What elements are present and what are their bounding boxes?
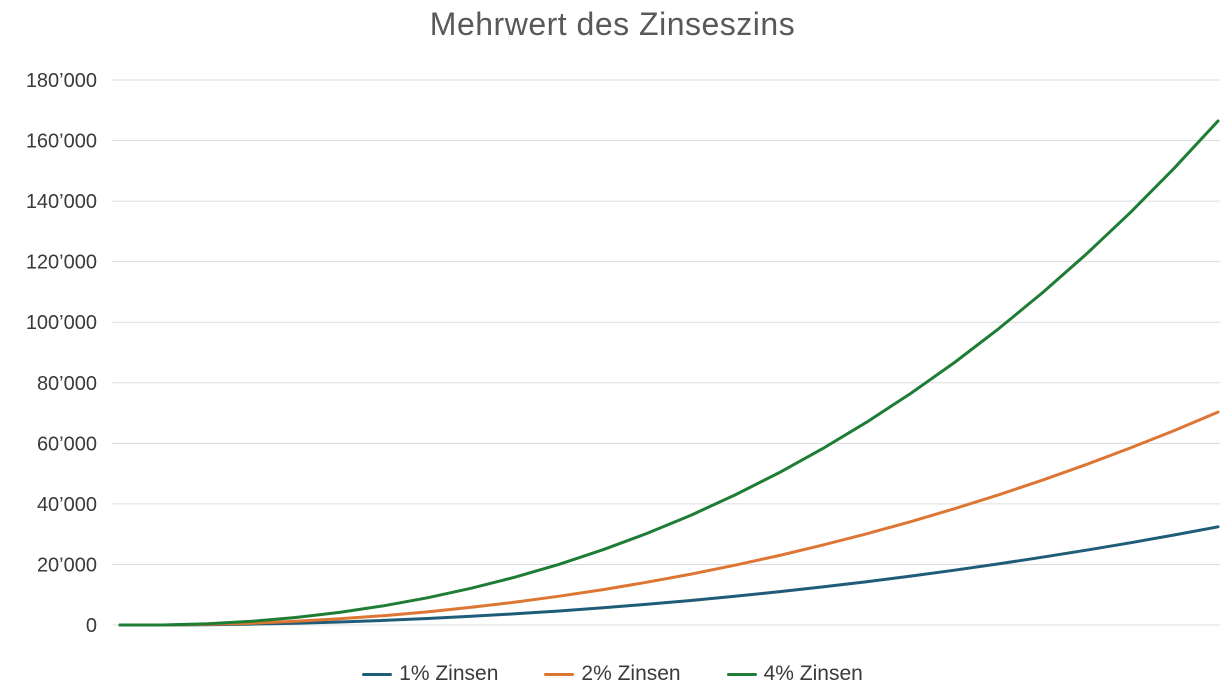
legend-item-4-zinsen: 4% Zinsen bbox=[726, 662, 863, 686]
y-axis-tick-label: 0 bbox=[86, 615, 97, 637]
legend-item-1-zinsen: 1% Zinsen bbox=[362, 662, 498, 686]
y-axis-tick-label: 140’000 bbox=[26, 191, 97, 213]
y-axis-tick-label: 180’000 bbox=[26, 70, 97, 92]
y-axis-tick-label: 80’000 bbox=[37, 373, 97, 395]
legend-item-label: 2% Zinsen bbox=[581, 662, 681, 685]
legend-item-label: 4% Zinsen bbox=[763, 662, 863, 685]
legend-line-swatch bbox=[726, 672, 757, 676]
series-line-2-zinsen bbox=[118, 410, 1220, 627]
series-line-4-zinsen bbox=[118, 119, 1220, 627]
y-axis-tick-label: 160’000 bbox=[26, 131, 97, 153]
legend-line-swatch bbox=[362, 672, 393, 676]
y-axis-tick-label: 120’000 bbox=[26, 252, 97, 274]
legend-item-label: 1% Zinsen bbox=[399, 662, 499, 685]
legend-line-swatch bbox=[544, 672, 575, 676]
chart-title: Mehrwert des Zinseszins bbox=[429, 6, 796, 42]
y-axis-tick-label: 40’000 bbox=[37, 494, 97, 516]
y-axis-tick-label: 20’000 bbox=[37, 554, 97, 576]
legend-item-2-zinsen: 2% Zinsen bbox=[544, 662, 681, 686]
chart-legend: 1% Zinsen 2% Zinsen 4% Zinsen bbox=[0, 662, 1225, 686]
y-axis-tick-label: 100’000 bbox=[26, 312, 97, 334]
y-axis-tick-label: 60’000 bbox=[37, 433, 97, 455]
series-line-1-zinsen bbox=[118, 525, 1220, 627]
